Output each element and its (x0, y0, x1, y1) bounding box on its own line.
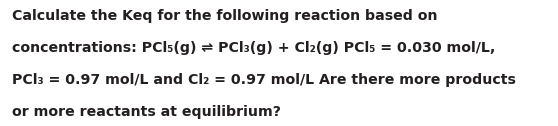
Text: or more reactants at equilibrium?: or more reactants at equilibrium? (12, 105, 281, 119)
Text: concentrations: PCl₅(g) ⇌ PCl₃(g) + Cl₂(g) PCl₅ = 0.030 mol/L,: concentrations: PCl₅(g) ⇌ PCl₃(g) + Cl₂(… (12, 41, 496, 55)
Text: Calculate the Keq for the following reaction based on: Calculate the Keq for the following reac… (12, 9, 438, 23)
Text: PCl₃ = 0.97 mol/L and Cl₂ = 0.97 mol/L Are there more products: PCl₃ = 0.97 mol/L and Cl₂ = 0.97 mol/L A… (12, 73, 516, 87)
